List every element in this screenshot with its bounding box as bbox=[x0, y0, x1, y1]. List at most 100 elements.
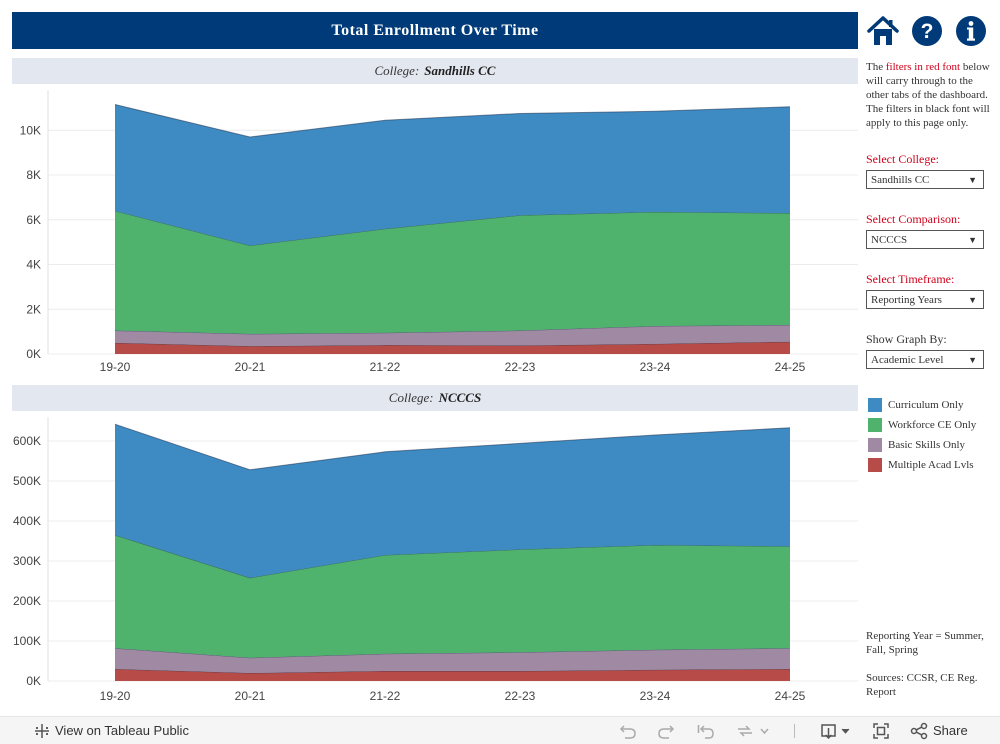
x-tick-label: 19-20 bbox=[100, 360, 131, 374]
y-tick-label: 0K bbox=[26, 347, 41, 361]
download-icon bbox=[821, 723, 850, 739]
select-timeframe-value: Reporting Years bbox=[871, 294, 942, 306]
select-comparison-label: Select Comparison: bbox=[866, 212, 961, 226]
legend-swatch-basic-skills bbox=[868, 438, 882, 452]
y-tick-label: 6K bbox=[26, 213, 41, 227]
legend-item-basic-skills[interactable]: Basic Skills Only bbox=[868, 435, 992, 455]
share-icon bbox=[910, 722, 928, 739]
refresh-icon bbox=[738, 724, 769, 737]
refresh-button[interactable] bbox=[735, 717, 769, 744]
reporting-year-note: Reporting Year = Summer, Fall, Spring bbox=[866, 630, 984, 656]
chart-header-comparison: College: NCCCS bbox=[12, 385, 858, 411]
y-tick-label: 100K bbox=[13, 634, 41, 648]
chart-legend: Curriculum Only Workforce CE Only Basic … bbox=[868, 395, 992, 475]
legend-label-workforce: Workforce CE Only bbox=[888, 419, 977, 431]
chevron-down-icon: ▼ bbox=[968, 175, 977, 185]
filter-note-part2: below will carry through to the other ta… bbox=[866, 61, 990, 129]
x-tick-label: 19-20 bbox=[100, 689, 131, 703]
chevron-down-icon: ▼ bbox=[968, 235, 977, 245]
area-workforce-ce-only bbox=[115, 535, 790, 658]
download-button[interactable] bbox=[820, 717, 852, 744]
y-tick-label: 8K bbox=[26, 168, 41, 182]
y-tick-label: 10K bbox=[20, 123, 41, 137]
line-curriculum-only bbox=[114, 423, 791, 471]
y-tick-label: 500K bbox=[13, 474, 41, 488]
chevron-down-icon: ▼ bbox=[968, 355, 977, 365]
filter-note: The filters in red font below will carry… bbox=[866, 60, 990, 130]
area-curriculum-only bbox=[115, 104, 790, 246]
x-tick-label: 20-21 bbox=[235, 689, 266, 703]
filter-note-red: filters in red font bbox=[885, 61, 961, 73]
redo-icon bbox=[658, 724, 675, 739]
select-college-dropdown[interactable]: Sandhills CC ▼ bbox=[866, 170, 984, 189]
y-tick-label: 600K bbox=[13, 434, 41, 448]
page-title: Total Enrollment Over Time bbox=[12, 12, 858, 49]
toolbar-divider bbox=[794, 717, 795, 744]
show-graph-by-label: Show Graph By: bbox=[866, 332, 947, 346]
legend-item-curriculum[interactable]: Curriculum Only bbox=[868, 395, 992, 415]
undo-icon bbox=[619, 724, 636, 739]
svg-text:?: ? bbox=[921, 20, 934, 43]
chart-header-prefix: College: bbox=[388, 390, 434, 405]
sources-note: Sources: CCSR, CE Reg. Report bbox=[866, 672, 978, 698]
revert-button[interactable] bbox=[697, 717, 715, 744]
fullscreen-icon bbox=[873, 722, 889, 739]
chart-header-prefix: College: bbox=[374, 63, 420, 78]
info-icon[interactable] bbox=[954, 14, 988, 48]
legend-item-workforce[interactable]: Workforce CE Only bbox=[868, 415, 992, 435]
legend-label-multiple: Multiple Acad Lvls bbox=[888, 459, 974, 471]
fullscreen-button[interactable] bbox=[872, 717, 890, 744]
x-tick-label: 21-22 bbox=[370, 360, 401, 374]
share-label: Share bbox=[933, 723, 968, 738]
x-tick-label: 24-25 bbox=[775, 360, 806, 374]
share-button[interactable]: Share bbox=[910, 717, 968, 744]
select-college-label: Select College: bbox=[866, 152, 939, 166]
line-workforce-ce-only bbox=[114, 534, 791, 579]
top-icon-bar: ? bbox=[862, 12, 992, 50]
chart-header-college: College: Sandhills CC bbox=[12, 58, 858, 84]
home-icon[interactable] bbox=[866, 14, 900, 48]
legend-item-multiple[interactable]: Multiple Acad Lvls bbox=[868, 455, 992, 475]
chart-header-comparison-name: NCCCS bbox=[438, 390, 482, 405]
y-tick-label: 4K bbox=[26, 258, 41, 272]
y-tick-label: 400K bbox=[13, 514, 41, 528]
y-tick-label: 0K bbox=[26, 674, 41, 688]
enrollment-area-chart-college[interactable]: 0K 2K 4K 6K 8K 10K 19-20 20-21 21-22 22-23 23-24 24… bbox=[0, 84, 860, 380]
y-tick-label: 2K bbox=[26, 302, 41, 316]
legend-label-basic-skills: Basic Skills Only bbox=[888, 439, 966, 451]
undo-button[interactable] bbox=[619, 717, 637, 744]
show-graph-by-value: Academic Level bbox=[871, 354, 944, 366]
x-tick-label: 23-24 bbox=[640, 689, 671, 703]
legend-label-curriculum: Curriculum Only bbox=[888, 399, 964, 411]
filter-sidebar: The filters in red font below will carry… bbox=[866, 0, 994, 715]
help-icon[interactable]: ? bbox=[910, 14, 944, 48]
select-timeframe-dropdown[interactable]: Reporting Years ▼ bbox=[866, 290, 984, 309]
select-comparison-value: NCCCS bbox=[871, 234, 908, 246]
area-curriculum-only bbox=[115, 424, 790, 578]
area-basic-skills-only bbox=[115, 648, 790, 673]
line-curriculum-only bbox=[114, 104, 791, 138]
select-comparison-dropdown[interactable]: NCCCS ▼ bbox=[866, 230, 984, 249]
area-multiple-acad-lvls bbox=[115, 669, 790, 681]
x-tick-label: 22-23 bbox=[505, 689, 536, 703]
tableau-logo-icon bbox=[35, 723, 49, 738]
show-graph-by-dropdown[interactable]: Academic Level ▼ bbox=[866, 350, 984, 369]
revert-icon bbox=[697, 724, 714, 739]
select-timeframe-label: Select Timeframe: bbox=[866, 272, 955, 286]
filter-note-part1: The bbox=[866, 61, 884, 73]
tableau-toolbar: View on Tableau Public bbox=[0, 716, 1000, 744]
x-tick-label: 24-25 bbox=[775, 689, 806, 703]
enrollment-area-chart-comparison[interactable]: 0K 100K 200K 300K 400K 500K 600K 19-20 20-21 21-2… bbox=[0, 411, 860, 709]
area-basic-skills-only bbox=[115, 324, 790, 347]
select-college-value: Sandhills CC bbox=[871, 174, 930, 186]
page-title-text: Total Enrollment Over Time bbox=[331, 21, 539, 39]
legend-swatch-workforce bbox=[868, 418, 882, 432]
view-on-tableau-link[interactable]: View on Tableau Public bbox=[34, 717, 189, 744]
redo-button[interactable] bbox=[657, 717, 675, 744]
y-tick-label: 200K bbox=[13, 594, 41, 608]
x-tick-label: 22-23 bbox=[505, 360, 536, 374]
chevron-down-icon: ▼ bbox=[968, 295, 977, 305]
view-on-tableau-label: View on Tableau Public bbox=[55, 723, 189, 738]
x-tick-label: 20-21 bbox=[235, 360, 266, 374]
legend-swatch-multiple bbox=[868, 458, 882, 472]
